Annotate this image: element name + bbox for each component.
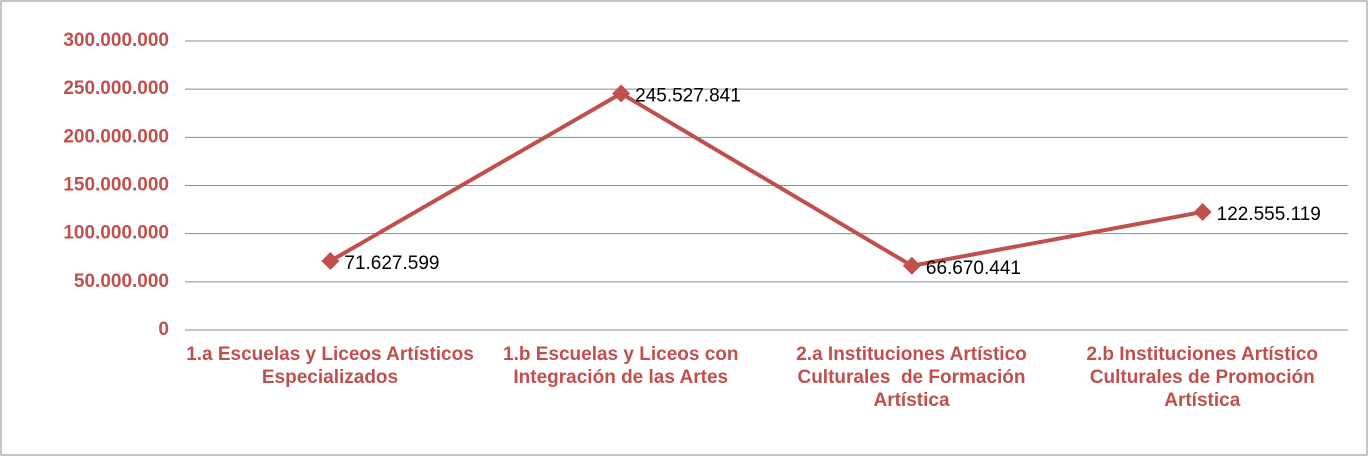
data-label: 66.670.441: [926, 258, 1021, 279]
marker: [321, 251, 340, 270]
y-tick-label: 50.000.000: [74, 271, 169, 292]
data-label: 71.627.599: [344, 253, 439, 274]
x-tick-label: 2.b Instituciones Artístico Culturales d…: [1086, 344, 1324, 411]
data-label: 122.555.119: [1217, 204, 1321, 225]
x-tick-label: 1.b Escuelas y Liceos con Integración de…: [503, 344, 744, 388]
x-tick-label: 1.a Escuelas y Liceos Artísticos Especia…: [186, 344, 474, 388]
marker: [1193, 202, 1212, 221]
y-tick-label: 200.000.000: [63, 126, 169, 147]
x-tick-label: 2.a Instituciones Artístico Culturales d…: [796, 344, 1033, 411]
data-label: 245.527.841: [635, 85, 741, 106]
y-tick-label: 0: [158, 319, 169, 340]
marker: [612, 84, 631, 103]
y-tick-label: 300.000.000: [63, 30, 169, 51]
line: [329, 91, 1203, 268]
y-tick-label: 100.000.000: [63, 223, 169, 244]
y-tick-label: 250.000.000: [63, 78, 169, 99]
marker: [902, 256, 921, 275]
y-tick-label: 150.000.000: [63, 175, 169, 196]
